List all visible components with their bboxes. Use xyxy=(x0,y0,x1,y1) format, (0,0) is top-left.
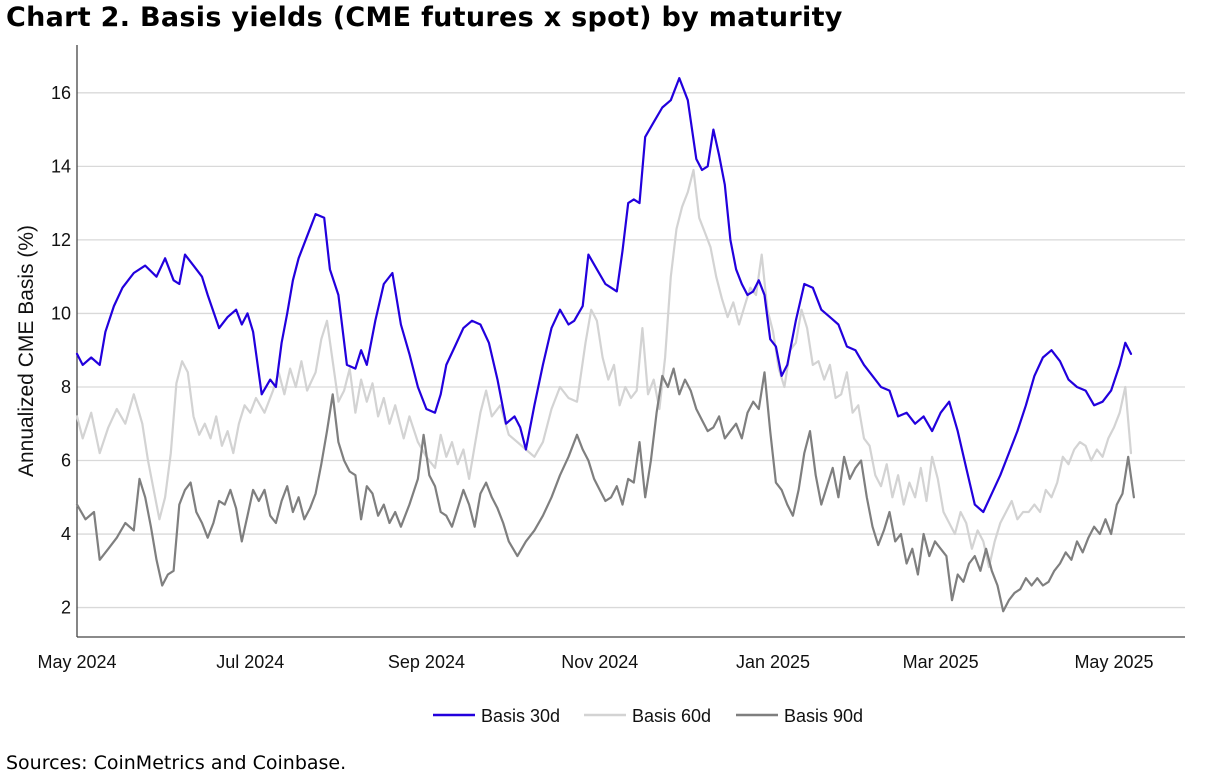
series-line-basis-90d xyxy=(75,367,1135,613)
y-tick-label: 16 xyxy=(51,83,71,103)
legend-label: Basis 60d xyxy=(632,706,711,726)
x-tick-label: Jan 2025 xyxy=(736,652,810,672)
x-tick-label: Sep 2024 xyxy=(388,652,465,672)
chart-title: Chart 2. Basis yields (CME futures x spo… xyxy=(6,2,843,33)
y-tick-label: 14 xyxy=(51,156,71,176)
y-tick-labels: 2 4 6 8 10 12 14 16 xyxy=(51,83,71,618)
legend: Basis 30d Basis 60d Basis 90d xyxy=(433,706,863,726)
x-tick-label: Jul 2024 xyxy=(216,652,284,672)
y-tick-label: 4 xyxy=(61,524,71,544)
legend-label: Basis 90d xyxy=(784,706,863,726)
y-tick-label: 10 xyxy=(51,303,71,323)
y-tick-label: 12 xyxy=(51,230,71,250)
y-tick-label: 2 xyxy=(61,598,71,618)
y-tick-label: 6 xyxy=(61,451,71,471)
y-axis-title: Annualized CME Basis (%) xyxy=(15,225,38,477)
legend-label: Basis 30d xyxy=(481,706,560,726)
x-tick-label: Mar 2025 xyxy=(903,652,979,672)
y-tick-label: 8 xyxy=(61,377,71,397)
series-line-basis-60d xyxy=(75,168,1133,569)
series-line-basis-30d xyxy=(75,77,1133,514)
x-tick-labels: May 2024 Jul 2024 Sep 2024 Nov 2024 Jan 2025… xyxy=(37,652,1153,672)
x-tick-label: May 2025 xyxy=(1074,652,1153,672)
series-lines xyxy=(75,77,1135,613)
x-tick-label: May 2024 xyxy=(37,652,116,672)
x-tick-label: Nov 2024 xyxy=(561,652,638,672)
source-note: Sources: CoinMetrics and Coinbase. xyxy=(6,752,347,774)
axes xyxy=(76,45,1185,638)
